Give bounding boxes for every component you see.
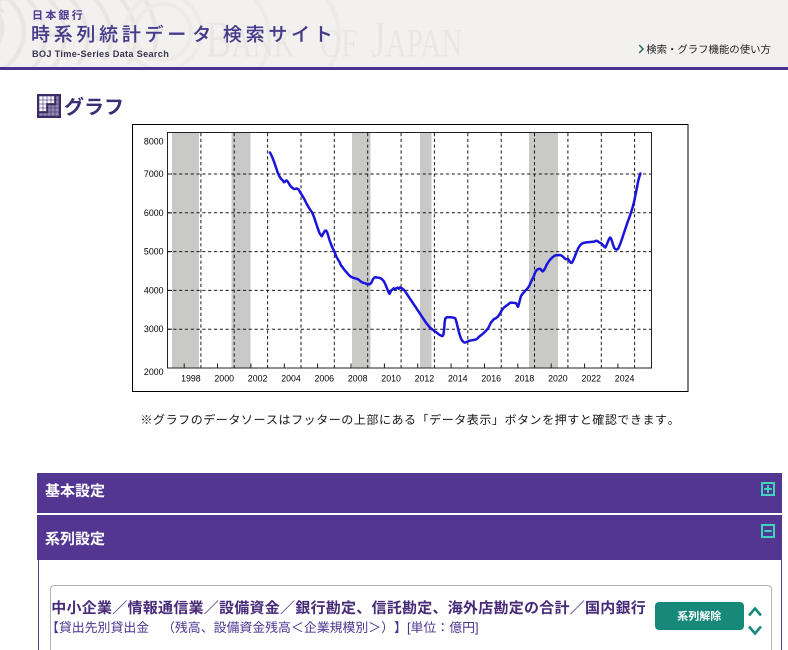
svg-text:2014: 2014 [448, 374, 468, 384]
svg-text:2000: 2000 [144, 367, 164, 377]
svg-text:2016: 2016 [481, 374, 501, 384]
svg-text:2008: 2008 [348, 374, 368, 384]
svg-text:2024: 2024 [615, 374, 635, 384]
svg-text:2018: 2018 [515, 374, 535, 384]
svg-text:7000: 7000 [144, 169, 164, 179]
svg-text:2002: 2002 [248, 374, 268, 384]
svg-text:4000: 4000 [144, 285, 164, 295]
svg-text:2012: 2012 [415, 374, 435, 384]
svg-text:2022: 2022 [582, 374, 602, 384]
svg-text:6000: 6000 [144, 208, 164, 218]
svg-text:5000: 5000 [144, 247, 164, 257]
svg-text:2000: 2000 [214, 374, 234, 384]
svg-text:1998: 1998 [181, 374, 201, 384]
svg-text:2020: 2020 [548, 374, 568, 384]
svg-text:2004: 2004 [281, 374, 301, 384]
svg-text:2010: 2010 [381, 374, 401, 384]
svg-text:8000: 8000 [144, 137, 164, 147]
svg-text:2006: 2006 [315, 374, 335, 384]
svg-text:3000: 3000 [144, 324, 164, 334]
